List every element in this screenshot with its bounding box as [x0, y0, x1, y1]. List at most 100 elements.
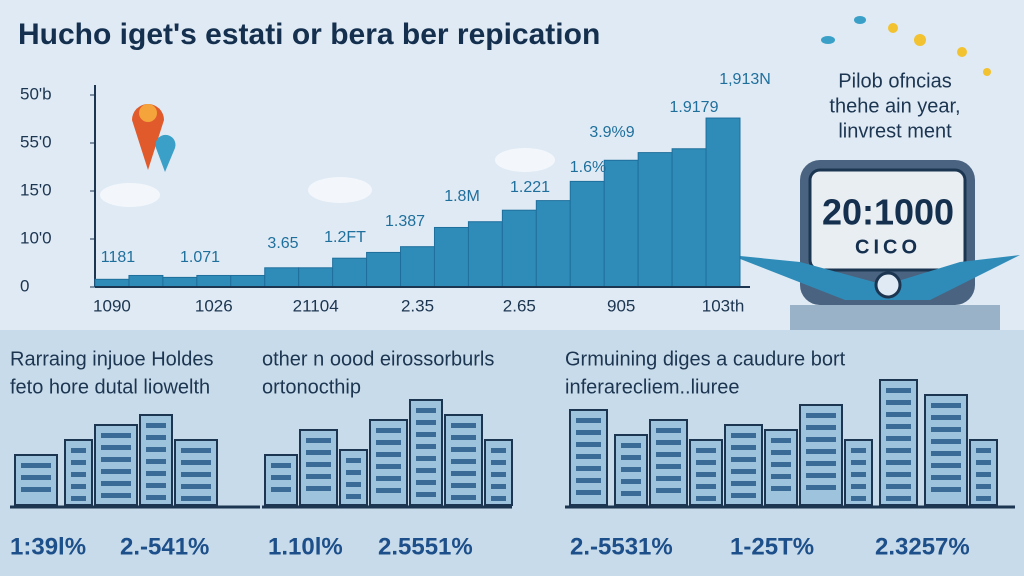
- window: [376, 464, 401, 469]
- window: [806, 461, 836, 466]
- window: [931, 415, 961, 420]
- data-label: 1.2FT: [324, 229, 366, 246]
- data-label: 1.071: [180, 249, 220, 266]
- window: [851, 496, 866, 501]
- window: [731, 457, 756, 462]
- window: [146, 459, 166, 464]
- window: [71, 484, 86, 489]
- window: [101, 493, 131, 498]
- window: [416, 444, 436, 449]
- window: [656, 428, 681, 433]
- data-label: 1,913N: [719, 71, 771, 88]
- data-label: 1.9179: [670, 99, 719, 116]
- window: [976, 496, 991, 501]
- bar: [298, 267, 334, 288]
- panel-figure: 2.3257%: [875, 533, 970, 560]
- bar: [196, 274, 232, 288]
- window: [181, 484, 211, 489]
- window: [886, 436, 911, 441]
- window: [181, 472, 211, 477]
- window: [451, 423, 476, 428]
- panel-figure: 1-25T%: [730, 533, 814, 560]
- window: [886, 400, 911, 405]
- panel-heading: other n oood eirossorburls: [262, 348, 494, 370]
- panel-figure: 2.5551%: [378, 533, 473, 560]
- window: [416, 492, 436, 497]
- title: Hucho iget's estati or bera ber repicati…: [18, 18, 600, 51]
- window: [146, 435, 166, 440]
- window: [621, 479, 641, 484]
- window: [346, 494, 361, 499]
- window: [731, 445, 756, 450]
- window: [416, 432, 436, 437]
- map-pin: [132, 104, 176, 172]
- panel-heading: inferarecliem..liuree: [565, 376, 740, 398]
- window: [931, 451, 961, 456]
- bar: [162, 276, 198, 288]
- window: [271, 463, 291, 468]
- window: [931, 427, 961, 432]
- window: [21, 463, 51, 468]
- window: [346, 470, 361, 475]
- window: [491, 448, 506, 453]
- window: [491, 484, 506, 489]
- window: [806, 413, 836, 418]
- window: [976, 484, 991, 489]
- y-tick-label: 0: [20, 276, 29, 295]
- building: [409, 399, 443, 506]
- window: [271, 487, 291, 492]
- window: [731, 433, 756, 438]
- y-tick-label: 15'0: [20, 180, 52, 199]
- window: [886, 496, 911, 501]
- window: [146, 423, 166, 428]
- data-label: 1.221: [510, 179, 550, 196]
- x-tick-label: 905: [607, 296, 635, 315]
- window: [576, 442, 601, 447]
- window: [851, 472, 866, 477]
- building: [94, 424, 138, 506]
- panel-heading: Rarraing injuoe Holdes: [10, 348, 213, 370]
- panel-heading: Grmuining diges a caudure bort: [565, 348, 846, 370]
- panel-figure: 1:39l%: [10, 533, 86, 560]
- window: [491, 460, 506, 465]
- y-tick-label: 10'0: [20, 228, 52, 247]
- window: [621, 467, 641, 472]
- y-tick-label: 50'b: [20, 84, 52, 103]
- counter-device: [730, 160, 1020, 330]
- window: [451, 435, 476, 440]
- window: [576, 454, 601, 459]
- window: [146, 483, 166, 488]
- x-tick-label: 103th: [702, 296, 745, 315]
- window: [306, 450, 331, 455]
- bar: [671, 148, 707, 288]
- window: [621, 455, 641, 460]
- panel-figure: 1.10l%: [268, 533, 343, 560]
- window: [886, 388, 911, 393]
- window: [346, 458, 361, 463]
- window: [886, 424, 911, 429]
- panel-heading: ortonocthip: [262, 376, 361, 398]
- window: [731, 469, 756, 474]
- window: [976, 448, 991, 453]
- window: [576, 418, 601, 423]
- stars: [821, 16, 991, 76]
- window: [696, 484, 716, 489]
- x-tick-label: 2.35: [401, 296, 434, 315]
- window: [771, 462, 791, 467]
- window: [731, 493, 756, 498]
- window: [21, 475, 51, 480]
- window: [806, 425, 836, 430]
- bar: [569, 180, 605, 288]
- window: [931, 463, 961, 468]
- window: [886, 412, 911, 417]
- window: [931, 403, 961, 408]
- window: [146, 447, 166, 452]
- bar: [94, 278, 130, 288]
- data-label: 3.65: [267, 235, 298, 252]
- window: [851, 448, 866, 453]
- window: [656, 476, 681, 481]
- window: [806, 473, 836, 478]
- window: [101, 469, 131, 474]
- bar: [433, 226, 469, 288]
- panel-heading: feto hore dutal liowelth: [10, 376, 210, 398]
